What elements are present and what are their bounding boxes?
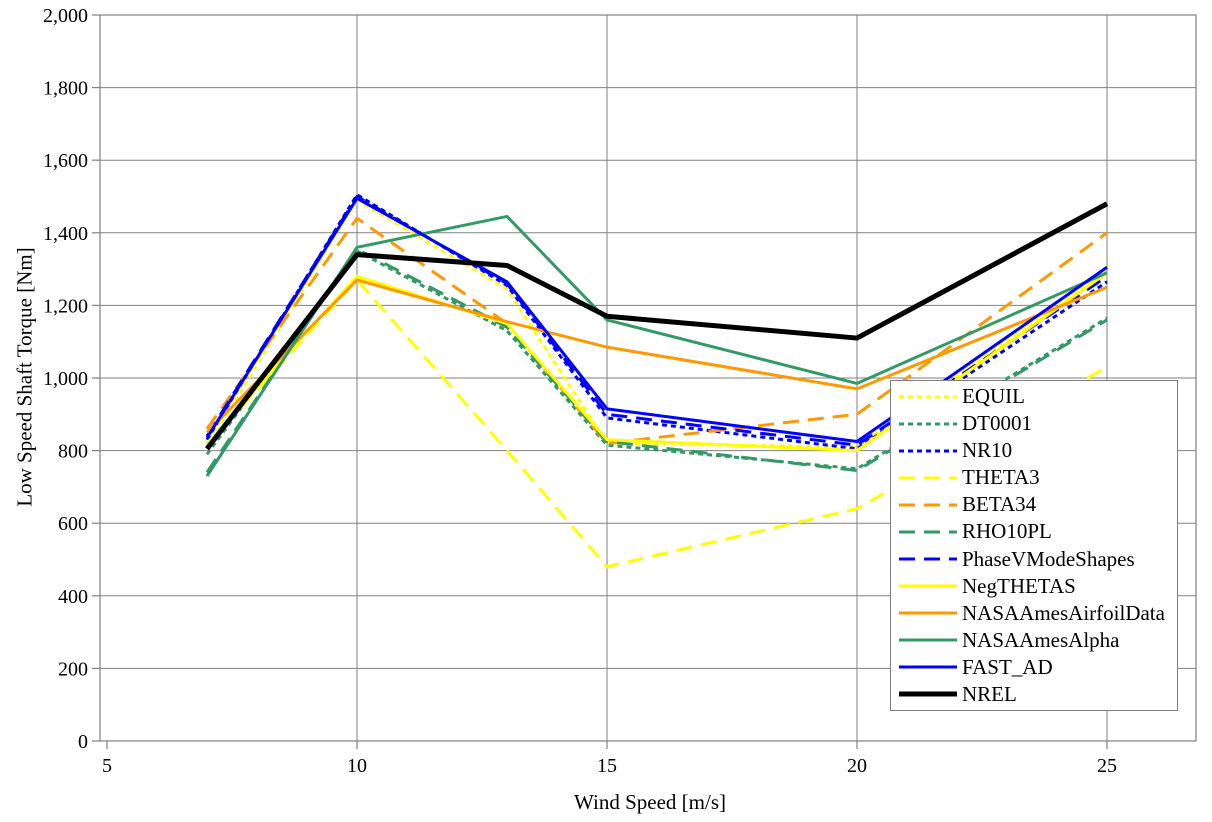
y-tick-label-1400: 1,400 (43, 223, 88, 245)
legend-label: PhaseVModeShapes (962, 546, 1135, 571)
x-tick-label-10: 10 (347, 755, 367, 777)
y-tick-label-2000: 2,000 (43, 5, 88, 27)
legend-label: THETA3 (962, 465, 1040, 490)
legend-label: NASAAmesAlpha (962, 627, 1120, 652)
legend-label: NegTHETAS (962, 573, 1076, 598)
legend-line-sample-dashed (899, 557, 957, 561)
y-tick-label-800: 800 (58, 441, 88, 463)
legend-line-sample-dashed (899, 530, 957, 534)
legend-line-sample-solid (899, 691, 957, 697)
series-line-NASAAmesAirfoilData (205, 278, 1108, 434)
legend-line-sample-solid (899, 584, 957, 588)
y-tick-label-1000: 1,000 (43, 368, 88, 390)
legend-line-sample-solid (899, 665, 957, 669)
legend-item-NASAAmesAirfoilData: NASAAmesAirfoilData (898, 601, 1177, 626)
legend-item-RHO10PL: RHO10PL (898, 519, 1177, 544)
legend-line-sample-dotted (899, 395, 957, 399)
legend-line-sample-dashed (899, 503, 957, 507)
y-tick-label-1200: 1,200 (43, 295, 88, 317)
x-tick-label-25: 25 (1097, 755, 1117, 777)
series-line-NREL (205, 201, 1109, 451)
legend-label: NR10 (962, 438, 1013, 463)
tick-labels: 0 200 400 600 800 1,000 1,200 1,400 1,600 1,800 2,… (43, 5, 1117, 777)
y-axis-title: Low Speed Shaft Torque [Nm] (12, 247, 37, 507)
legend-label: BETA34 (962, 492, 1037, 517)
legend-line-sample-dotted (899, 449, 957, 453)
legend-item-NASAAmesAlpha: NASAAmesAlpha (898, 628, 1177, 653)
legend-item-NegTHETAS: NegTHETAS (898, 574, 1177, 599)
legend-item-EQUIL: EQUIL (898, 384, 1177, 409)
y-tick-label-1800: 1,800 (43, 78, 88, 100)
y-tick-label-200: 200 (58, 658, 88, 680)
legend-label: EQUIL (962, 384, 1025, 409)
legend-item-THETA3: THETA3 (898, 465, 1177, 490)
legend-line-sample-dotted (899, 422, 957, 426)
legend-label: FAST_AD (962, 654, 1053, 679)
legend-label: NASAAmesAirfoilData (962, 600, 1165, 625)
legend-line-sample-solid (899, 638, 957, 642)
legend-label: DT0001 (962, 411, 1032, 436)
y-tick-label-1600: 1,600 (43, 150, 88, 172)
legend-label: NREL (962, 681, 1017, 706)
legend-item-PhaseVModeShapes: PhaseVModeShapes (898, 547, 1177, 572)
legend-line-sample-solid (899, 611, 957, 615)
x-tick-label-20: 20 (847, 755, 867, 777)
axis-ticks (92, 14, 1108, 749)
legend-item-BETA34: BETA34 (898, 492, 1177, 517)
legend-line-sample-dashed (899, 476, 957, 480)
legend-item-NREL: NREL (898, 682, 1177, 707)
chart-legend: EQUIL DT0001 NR10 THETA3 BETA34 RHO10PL PhaseV… (890, 380, 1178, 711)
x-axis-title: Wind Speed [m/s] (574, 790, 726, 814)
x-tick-label-5: 5 (102, 755, 112, 777)
y-tick-label-600: 600 (58, 513, 88, 535)
legend-item-DT0001: DT0001 (898, 411, 1177, 436)
y-tick-label-400: 400 (58, 586, 88, 608)
x-tick-label-15: 15 (597, 755, 617, 777)
legend-item-FAST_AD: FAST_AD (898, 655, 1177, 680)
legend-item-NR10: NR10 (898, 438, 1177, 463)
y-tick-label-0: 0 (78, 731, 88, 753)
legend-label: RHO10PL (962, 519, 1052, 544)
